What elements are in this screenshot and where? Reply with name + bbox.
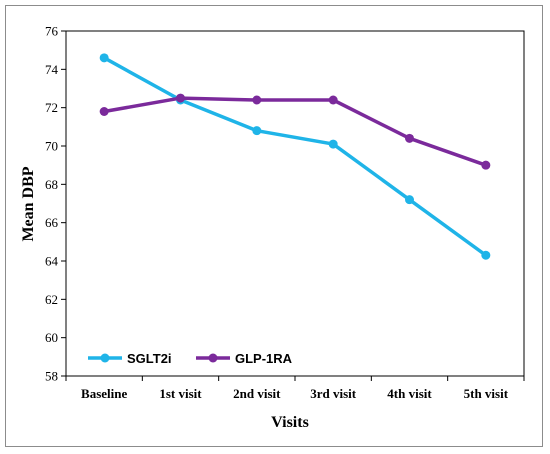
chart-frame — [5, 5, 543, 447]
y-tick-label: 64 — [45, 254, 59, 269]
legend-item: SGLT2i — [88, 351, 172, 366]
data-point — [99, 107, 109, 116]
series-glp-1ra — [99, 93, 491, 170]
plot-area — [65, 30, 525, 377]
x-tick-label: 1st visit — [159, 386, 202, 401]
x-tick-label: 4th visit — [387, 386, 432, 401]
plot-border — [65, 30, 525, 377]
x-axis-title: Visits — [271, 414, 309, 431]
x-tick-label: Baseline — [81, 386, 127, 401]
data-point — [328, 95, 338, 105]
y-tick-label: 58 — [45, 369, 58, 384]
y-tick-label: 62 — [45, 292, 58, 307]
data-point — [405, 133, 414, 143]
data-point — [176, 93, 185, 103]
y-tick-label: 68 — [45, 177, 58, 192]
legend-item: GLP-1RA — [196, 351, 293, 366]
data-point — [405, 195, 414, 205]
y-tick-label: 74 — [45, 62, 59, 77]
data-point — [481, 250, 491, 260]
x-tick-label: 5th visit — [464, 386, 509, 401]
data-point — [99, 53, 109, 63]
legend: SGLT2i GLP-1RA — [88, 351, 293, 366]
legend-label: SGLT2i — [127, 351, 172, 366]
legend-swatch-marker — [100, 353, 110, 363]
data-point — [328, 139, 338, 149]
x-tick-label: 3rd visit — [310, 386, 357, 401]
series-line — [103, 56, 487, 257]
data-point — [481, 160, 491, 170]
series-layer — [99, 53, 491, 260]
y-tick-label: 72 — [45, 100, 58, 115]
y-axis-ticks: 58 60 62 64 66 68 70 72 74 76 — [45, 24, 66, 384]
y-tick-label: 76 — [45, 24, 59, 39]
data-point — [252, 95, 262, 105]
data-point — [252, 126, 262, 136]
legend-swatch-marker — [208, 353, 218, 363]
y-tick-label: 66 — [45, 215, 59, 230]
series-sglt2i — [99, 53, 491, 260]
series-line — [103, 96, 487, 167]
y-tick-label: 70 — [45, 139, 58, 154]
x-tick-label: 2nd visit — [233, 386, 281, 401]
y-tick-label: 60 — [45, 330, 58, 345]
x-axis-ticks: Baseline 1st visit 2nd visit 3rd visit 4th v… — [65, 376, 525, 401]
y-axis-title: Mean DBP — [20, 166, 37, 241]
legend-label: GLP-1RA — [235, 351, 293, 366]
